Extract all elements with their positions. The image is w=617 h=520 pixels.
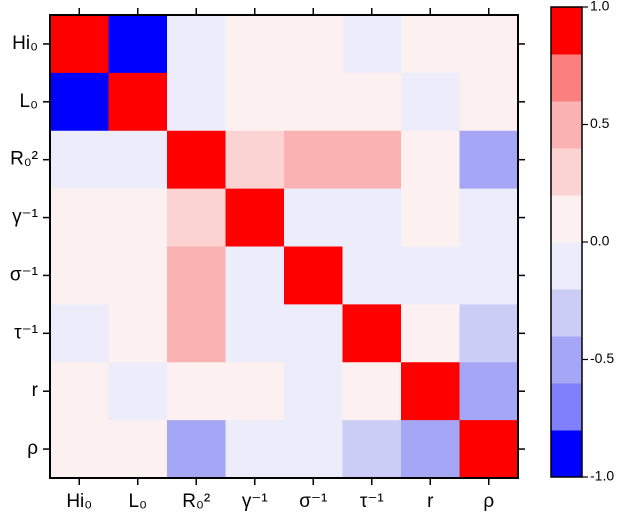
colorbar-segment	[551, 148, 582, 196]
y-tick-label: R₀²	[10, 149, 38, 170]
heatmap-cell	[401, 362, 460, 421]
colorbar-segment	[551, 336, 582, 384]
colorbar-segment	[551, 54, 582, 102]
heatmap-cell	[401, 72, 460, 132]
heatmap-cell	[225, 188, 285, 247]
heatmap-cell	[108, 362, 168, 421]
heatmap-cell	[108, 420, 168, 479]
heatmap-cell	[108, 130, 168, 190]
heatmap-cell	[225, 304, 285, 363]
heatmap-cell	[459, 72, 519, 132]
heatmap-cell	[459, 130, 519, 190]
heatmap-cell	[50, 130, 109, 190]
heatmap-cell	[108, 72, 168, 132]
heatmap-cell	[284, 15, 343, 74]
heatmap-cell	[167, 15, 226, 74]
colorbar-segment	[551, 195, 582, 243]
heatmap-cell	[108, 246, 168, 305]
heatmap-cell	[342, 246, 402, 305]
heatmap-cell	[108, 304, 168, 363]
heatmap-cell	[284, 420, 343, 479]
heatmap-cell	[401, 188, 460, 247]
colorbar-tick-label: 1.0	[590, 0, 610, 14]
heatmap-cell	[459, 304, 519, 363]
heatmap-cell	[108, 188, 168, 247]
y-tick-label: r	[32, 380, 39, 401]
heatmap-cell	[50, 188, 109, 247]
colorbar-segment	[551, 430, 582, 478]
y-tick-label: γ⁻¹	[12, 207, 38, 228]
x-tick-label: σ⁻¹	[299, 491, 327, 512]
colorbar-tick-label: 0.0	[590, 233, 610, 249]
y-tick-label: τ⁻¹	[14, 322, 38, 343]
heatmap-cell	[284, 362, 343, 421]
x-tick-label: R₀²	[182, 491, 210, 512]
heatmap-cell	[167, 362, 226, 421]
x-tick-label: γ⁻¹	[242, 491, 268, 512]
heatmap-cell	[459, 420, 519, 479]
y-tick-label: L₀	[20, 91, 38, 112]
heatmap-cell	[342, 362, 402, 421]
heatmap-cell	[342, 130, 402, 190]
heatmap-cell	[225, 420, 285, 479]
heatmap-cell	[284, 188, 343, 247]
heatmap-cell	[50, 362, 109, 421]
heatmap-cell	[167, 130, 226, 190]
heatmap-cell	[401, 130, 460, 190]
colorbar-segment	[551, 383, 582, 431]
heatmap-cell	[225, 362, 285, 421]
heatmap-cell	[342, 304, 402, 363]
x-tick-label: L₀	[129, 491, 147, 512]
heatmap-cell	[167, 188, 226, 247]
heatmap-cell	[401, 304, 460, 363]
heatmap-cell	[342, 15, 402, 74]
heatmap-cell	[167, 304, 226, 363]
heatmap-cell	[225, 15, 285, 74]
colorbar-tick-label: -1.0	[590, 468, 614, 484]
heatmap-cell	[459, 188, 519, 247]
heatmap-cell	[50, 246, 109, 305]
x-tick-label: r	[427, 491, 434, 512]
heatmap-cell	[225, 72, 285, 132]
y-tick-label: ρ	[27, 438, 38, 459]
heatmap-cell	[459, 362, 519, 421]
heatmap-cell	[167, 246, 226, 305]
colorbar-segment	[551, 289, 582, 337]
heatmap-cell	[50, 304, 109, 363]
colorbar-segment	[551, 101, 582, 149]
heatmap-cell	[50, 420, 109, 479]
heatmap-cell	[167, 420, 226, 479]
plot-frame	[49, 14, 519, 479]
heatmap-cell	[225, 130, 285, 190]
heatmap-cell	[459, 15, 519, 74]
y-tick-label: Hi₀	[12, 33, 38, 54]
x-tick-label: τ⁻¹	[360, 491, 384, 512]
x-tick-label: Hi₀	[66, 491, 92, 512]
heatmap-cell	[342, 72, 402, 132]
x-tick-label: ρ	[483, 491, 494, 512]
heatmap-cell	[401, 246, 460, 305]
heatmap-cell	[342, 188, 402, 247]
colorbar-segment	[551, 7, 582, 55]
heatmap-cell	[401, 420, 460, 479]
heatmap-cell	[401, 15, 460, 74]
colorbar-segment	[551, 242, 582, 290]
heatmap-cell	[342, 420, 402, 479]
colorbar-tick-label: 0.5	[590, 115, 610, 131]
heatmap-cell	[225, 246, 285, 305]
colorbar-tick-label: -0.5	[590, 350, 614, 366]
heatmap-cell	[284, 246, 343, 305]
heatmap-cell	[284, 130, 343, 190]
heatmap-cell	[284, 304, 343, 363]
heatmap-cell	[459, 246, 519, 305]
heatmap-cell	[108, 15, 168, 74]
y-tick-label: σ⁻¹	[10, 264, 38, 285]
heatmap-cell	[50, 15, 109, 74]
heatmap-cell	[284, 72, 343, 132]
heatmap-cell	[50, 72, 109, 132]
heatmap-cell	[167, 72, 226, 132]
